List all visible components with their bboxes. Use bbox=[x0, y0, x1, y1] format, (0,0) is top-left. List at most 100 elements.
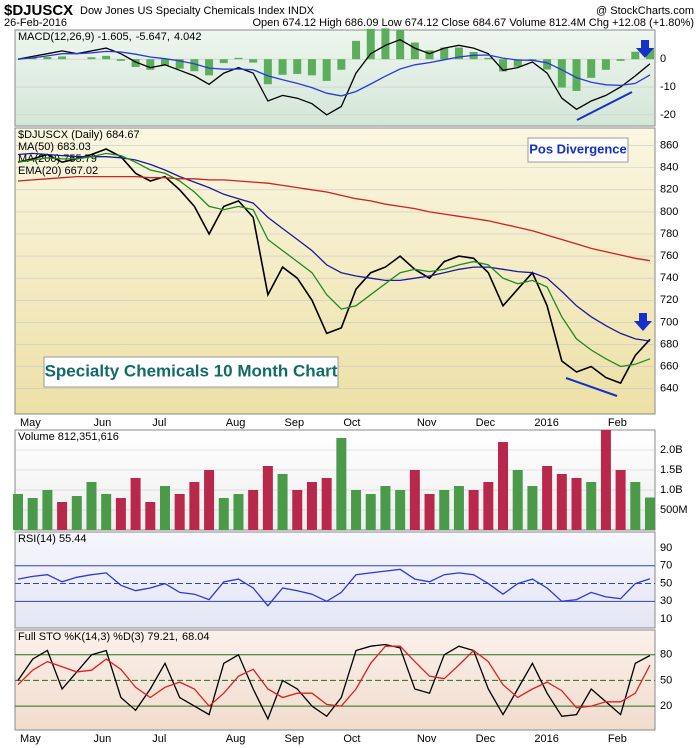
series-line bbox=[17, 148, 651, 385]
volume-bar bbox=[189, 482, 200, 530]
volume-bar bbox=[615, 470, 626, 530]
x-tick-label: 2016 bbox=[534, 733, 558, 745]
y-tick-label: 90 bbox=[660, 542, 672, 554]
y-tick-label: 700 bbox=[660, 316, 678, 328]
volume-bar bbox=[27, 498, 38, 530]
series-line bbox=[17, 175, 651, 262]
histogram-bar bbox=[631, 51, 640, 60]
y-tick-label: 780 bbox=[660, 228, 678, 240]
volume-bar bbox=[101, 494, 112, 530]
x-tick-label: Nov bbox=[417, 733, 437, 745]
volume-bar bbox=[130, 478, 141, 530]
y-tick-label: 2.0B bbox=[660, 444, 683, 456]
x-tick-label: Dec bbox=[476, 733, 496, 745]
series-line bbox=[17, 152, 651, 342]
histogram-bar bbox=[396, 30, 405, 60]
rsi-panel bbox=[14, 531, 656, 629]
histogram-bar bbox=[425, 50, 434, 60]
series-line bbox=[17, 643, 651, 721]
volume-bar bbox=[512, 470, 523, 530]
series-line bbox=[17, 152, 651, 368]
arrow bbox=[636, 40, 654, 58]
quote: Open 674.12 High 686.09 Low 674.12 Close… bbox=[252, 17, 694, 29]
volume-bar bbox=[262, 466, 273, 530]
histogram-bar bbox=[616, 59, 625, 61]
y-tick-label: -20 bbox=[660, 109, 676, 121]
x-tick-label: Feb bbox=[608, 417, 627, 429]
volume-bar bbox=[71, 496, 82, 530]
volume-bar bbox=[86, 482, 97, 530]
volume-bar bbox=[527, 486, 538, 530]
y-tick-label: 1.5B bbox=[660, 464, 683, 476]
histogram-bar bbox=[499, 59, 508, 72]
x-tick-label: Jun bbox=[93, 733, 111, 745]
x-tick-label: Aug bbox=[226, 417, 246, 429]
volume-bar bbox=[292, 490, 303, 530]
y-tick-label: 760 bbox=[660, 250, 678, 262]
y-tick-label: 1.0B bbox=[660, 484, 683, 496]
y-tick-label: 30 bbox=[660, 595, 672, 607]
x-tick-label: May bbox=[20, 417, 41, 429]
histogram-bar bbox=[646, 47, 654, 60]
histogram-bar bbox=[587, 59, 596, 78]
volume-bar bbox=[439, 490, 450, 530]
histogram-bar bbox=[572, 59, 581, 91]
y-tick-label: 50 bbox=[660, 577, 672, 589]
legend-entry: EMA(20) 667.02 bbox=[18, 165, 98, 177]
divergence-line bbox=[576, 91, 633, 121]
series-line bbox=[17, 568, 651, 607]
x-tick-label: Jul bbox=[152, 417, 166, 429]
y-tick-label: 840 bbox=[660, 162, 678, 174]
histogram-bar bbox=[146, 59, 155, 70]
index-name: Dow Jones US Specialty Chemicals Index I… bbox=[80, 5, 315, 17]
divergence-line bbox=[565, 377, 618, 397]
legend-entry: Volume 812,351,616 bbox=[18, 431, 119, 443]
series-line bbox=[17, 50, 651, 97]
histogram-bar bbox=[440, 47, 449, 60]
x-tick-label: Oct bbox=[343, 733, 360, 745]
histogram-bar bbox=[28, 57, 37, 60]
legend-entry: -5.647, bbox=[136, 31, 170, 43]
x-tick-label: 2016 bbox=[534, 417, 558, 429]
volume-bar bbox=[248, 490, 259, 530]
date: 26-Feb-2016 bbox=[4, 17, 67, 29]
volume-bar bbox=[571, 478, 582, 530]
y-tick-label: 640 bbox=[660, 383, 678, 395]
volume-bar bbox=[542, 466, 553, 530]
histogram-bar bbox=[484, 57, 493, 60]
y-tick-label: 10 bbox=[660, 613, 672, 625]
legend-entry: MACD(12,26,9) -1.605, bbox=[18, 31, 132, 43]
symbol: $DJUSCX bbox=[4, 2, 73, 19]
histogram-bar bbox=[322, 59, 331, 81]
y-tick-label: 820 bbox=[660, 184, 678, 196]
histogram-bar bbox=[307, 59, 316, 76]
site: @ StockCharts.com bbox=[596, 5, 694, 17]
histogram-bar bbox=[352, 40, 361, 60]
y-tick-label: 0 bbox=[660, 53, 666, 65]
histogram-bar bbox=[102, 55, 111, 60]
volume-bar bbox=[586, 482, 597, 530]
histogram-bar bbox=[190, 59, 199, 72]
annotation-box bbox=[43, 356, 339, 388]
annotation-box bbox=[527, 137, 629, 163]
histogram-bar bbox=[116, 59, 125, 61]
volume-bar bbox=[42, 490, 53, 530]
volume-bar bbox=[306, 482, 317, 530]
histogram-bar bbox=[278, 59, 287, 75]
annotation: Specialty Chemicals 10 Month Chart bbox=[45, 361, 338, 380]
histogram-bar bbox=[43, 56, 52, 60]
arrow bbox=[634, 313, 652, 331]
histogram-bar bbox=[87, 57, 96, 60]
histogram-bar bbox=[205, 59, 214, 76]
y-tick-label: -10 bbox=[660, 81, 676, 93]
histogram-bar bbox=[175, 59, 184, 69]
histogram-bar bbox=[249, 59, 258, 63]
y-tick-label: 860 bbox=[660, 140, 678, 152]
volume-bar bbox=[174, 494, 185, 530]
histogram-bar bbox=[557, 59, 566, 88]
x-tick-label: Dec bbox=[476, 417, 496, 429]
volume-bar bbox=[600, 430, 611, 530]
volume-bar bbox=[483, 482, 494, 530]
